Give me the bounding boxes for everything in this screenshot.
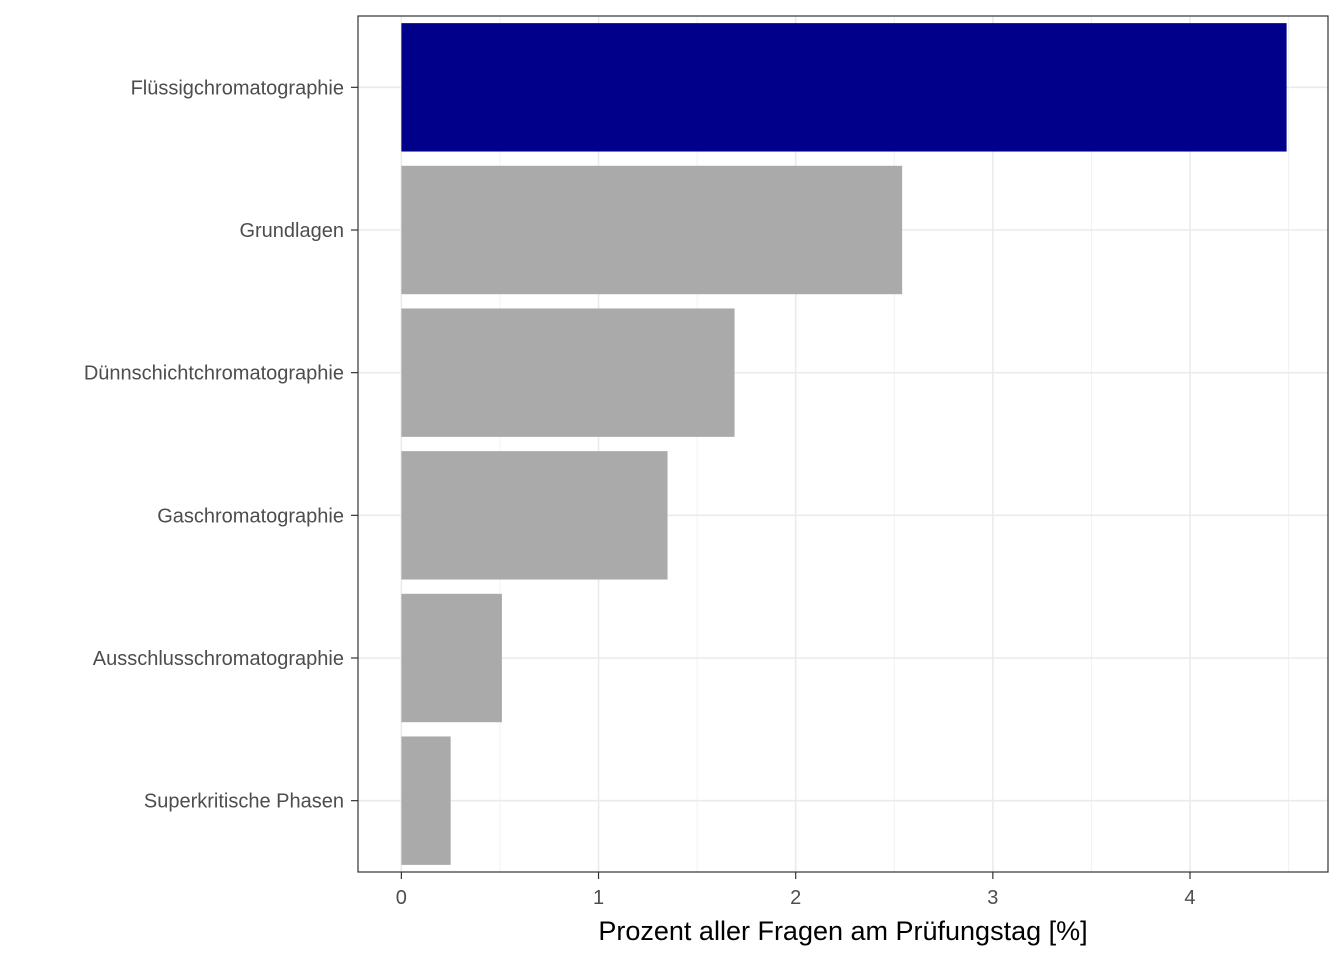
y-tick-label: Grundlagen xyxy=(239,220,344,242)
x-axis: 0 1 2 3 4 xyxy=(396,872,1196,909)
x-tick-label: 1 xyxy=(593,887,604,909)
bar-6 xyxy=(401,736,451,865)
y-tick-label: Gaschromatographie xyxy=(157,505,344,527)
x-tick-label: 0 xyxy=(396,887,407,909)
y-tick-label: Ausschlusschromatographie xyxy=(93,648,344,670)
minor-gridlines xyxy=(499,16,1290,872)
bar-4 xyxy=(401,451,668,580)
bar-1 xyxy=(401,23,1287,152)
x-tick-label: 4 xyxy=(1184,887,1195,909)
x-axis-title: Prozent aller Fragen am Prüfungstag [%] xyxy=(598,916,1087,946)
panel-border xyxy=(357,15,1329,873)
bar-3 xyxy=(401,308,735,437)
y-tick-label: Flüssigchromatographie xyxy=(131,77,344,99)
x-tick-label: 2 xyxy=(790,887,801,909)
y-axis: Flüssigchromatographie Grundlagen Dünnschi… xyxy=(84,77,358,813)
y-tick-label: Superkritische Phasen xyxy=(144,791,344,813)
bars xyxy=(401,23,1287,865)
y-tick-label: Dünnschichtchromatographie xyxy=(84,363,344,385)
bar-5 xyxy=(401,593,502,723)
x-tick-label: 3 xyxy=(987,887,998,909)
bar-2 xyxy=(401,165,903,295)
